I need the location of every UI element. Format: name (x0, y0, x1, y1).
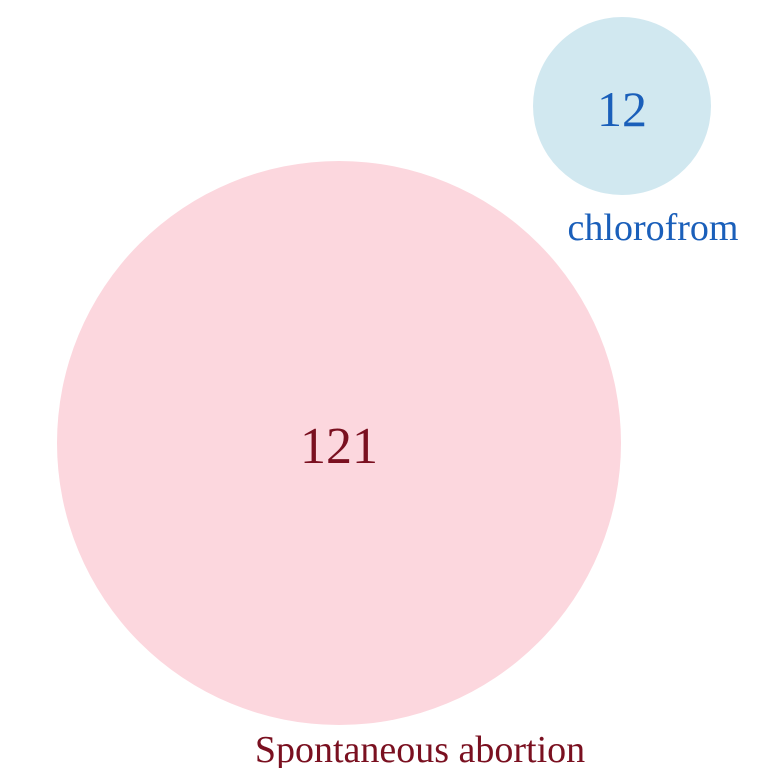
set-spontaneous-abortion-count: 121 (300, 418, 378, 475)
set-chlorofrom-count: 12 (597, 81, 647, 137)
set-chlorofrom-circle (533, 17, 711, 195)
set-spontaneous-abortion-label: Spontaneous abortion (255, 729, 585, 768)
set-chlorofrom-label: chlorofrom (568, 207, 739, 249)
set-spontaneous-abortion-circle (57, 161, 621, 725)
set-spontaneous-abortion: 121 Spontaneous abortion (57, 161, 621, 768)
set-chlorofrom: 12 chlorofrom (533, 17, 738, 249)
